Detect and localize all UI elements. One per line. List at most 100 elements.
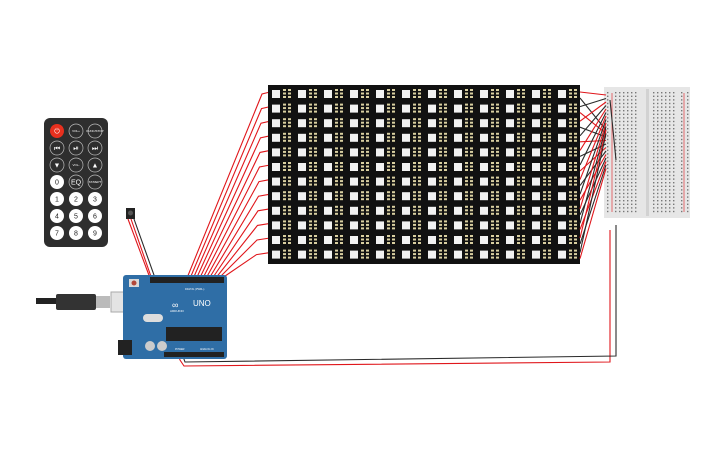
- wire[interactable]: [579, 133, 607, 253]
- wire[interactable]: [579, 97, 607, 108]
- remote-button[interactable]: ▲: [87, 157, 103, 173]
- wire[interactable]: [208, 193, 271, 279]
- wire[interactable]: [579, 101, 607, 122]
- led-pixel: [376, 220, 395, 230]
- led-pixel: [428, 191, 447, 201]
- led-pixel: [532, 249, 551, 259]
- wire[interactable]: [192, 120, 271, 279]
- remote-button[interactable]: 0: [50, 175, 64, 189]
- remote-button[interactable]: EQ: [68, 174, 84, 190]
- led-pixel: [272, 176, 291, 186]
- led-pixel: [532, 235, 551, 244]
- led-pixel: [480, 162, 499, 171]
- remote-button[interactable]: FUNC/STOP: [86, 123, 104, 139]
- wire[interactable]: [205, 179, 271, 279]
- ir-remote[interactable]: ⏻ VOL+ FUNC/STOP ⏮ ⏯ ⏭ ▼ VOL- ▲ 0 EQ ST/REPT 1 2 3 4 5 6 7…: [44, 118, 108, 247]
- led-pixel: [428, 118, 447, 128]
- wire[interactable]: [579, 91, 607, 96]
- remote-button[interactable]: 4: [50, 209, 64, 223]
- led-pixel: [298, 235, 317, 244]
- remote-button[interactable]: ⏻: [50, 124, 64, 138]
- led-pixel: [298, 132, 317, 142]
- led-pixel: [324, 205, 343, 215]
- led-pixel: [454, 147, 473, 157]
- wire[interactable]: [579, 97, 607, 131]
- led-pixel: [350, 191, 369, 201]
- remote-button-label: 5: [74, 214, 78, 221]
- remote-button[interactable]: ⏮: [49, 140, 65, 156]
- led-pixel: [272, 162, 291, 171]
- led-pixel: [350, 220, 369, 230]
- wire[interactable]: [196, 135, 271, 279]
- wire[interactable]: [579, 105, 607, 137]
- wire[interactable]: [579, 112, 607, 134]
- wire[interactable]: [221, 252, 271, 279]
- led-pixel: [272, 132, 291, 142]
- remote-button[interactable]: VOL-: [68, 157, 84, 173]
- breadboard[interactable]: [604, 87, 690, 218]
- led-pixel: [298, 205, 317, 215]
- led-pixel: [376, 205, 395, 215]
- led-pixel: [350, 162, 369, 171]
- wire[interactable]: [199, 149, 271, 279]
- led-pixel: [324, 132, 343, 142]
- wires-overlay[interactable]: [579, 91, 617, 259]
- led-pixel: [506, 103, 525, 113]
- arduino-logo: ∞: [172, 300, 178, 310]
- wire[interactable]: [579, 154, 607, 201]
- arduino-uno[interactable]: ∞ UNO ARDUINO DIGITAL (PWM~) POWER ANALO…: [118, 275, 227, 359]
- remote-button[interactable]: 9: [88, 226, 102, 240]
- wire[interactable]: [579, 126, 607, 138]
- wire[interactable]: [189, 106, 271, 279]
- remote-button[interactable]: ST/REPT: [87, 174, 103, 190]
- led-pixel: [532, 162, 551, 171]
- led-pixel: [480, 89, 499, 98]
- wire[interactable]: [609, 99, 617, 161]
- wire[interactable]: [579, 119, 607, 195]
- wire[interactable]: [579, 108, 607, 151]
- remote-button[interactable]: 1: [50, 192, 64, 206]
- remote-button[interactable]: 8: [69, 226, 83, 240]
- wire[interactable]: [186, 91, 271, 279]
- led-pixel: [350, 205, 369, 215]
- led-pixel: [558, 176, 577, 186]
- led-matrix[interactable]: [268, 85, 580, 264]
- remote-button[interactable]: 3: [88, 192, 102, 206]
- led-pixel: [298, 103, 317, 113]
- digital-header-label: DIGITAL (PWM~): [185, 288, 205, 291]
- led-pixel: [402, 103, 421, 113]
- remote-button[interactable]: 5: [69, 209, 83, 223]
- usb-cable[interactable]: [36, 291, 138, 313]
- wire[interactable]: [579, 129, 607, 239]
- led-pixel: [272, 235, 291, 244]
- wire[interactable]: [579, 126, 607, 224]
- wire[interactable]: [218, 237, 271, 279]
- remote-button[interactable]: 7: [50, 226, 64, 240]
- wire[interactable]: [127, 218, 151, 279]
- remote-button[interactable]: ⏭: [87, 140, 103, 156]
- wire[interactable]: [579, 115, 607, 180]
- wire[interactable]: [579, 112, 607, 166]
- led-pixel: [350, 118, 369, 128]
- ir-receiver[interactable]: [126, 208, 135, 219]
- remote-button[interactable]: 6: [88, 209, 102, 223]
- led-pixel: [272, 147, 291, 157]
- remote-button[interactable]: ▼: [49, 157, 65, 173]
- wire[interactable]: [202, 164, 271, 279]
- led-pixel: [350, 176, 369, 186]
- remote-button[interactable]: 2: [69, 192, 83, 206]
- led-pixel: [324, 147, 343, 157]
- wire[interactable]: [579, 168, 607, 259]
- wire[interactable]: [215, 222, 271, 279]
- led-pixel: [272, 191, 291, 201]
- wire[interactable]: [579, 150, 607, 186]
- led-pixel: [532, 118, 551, 128]
- remote-button[interactable]: VOL+: [68, 123, 84, 139]
- led-pixel: [402, 249, 421, 259]
- wire[interactable]: [579, 122, 607, 209]
- remote-button[interactable]: ⏯: [68, 140, 84, 156]
- wire[interactable]: [212, 208, 271, 279]
- led-pixel: [454, 235, 473, 244]
- led-pixel: [298, 220, 317, 230]
